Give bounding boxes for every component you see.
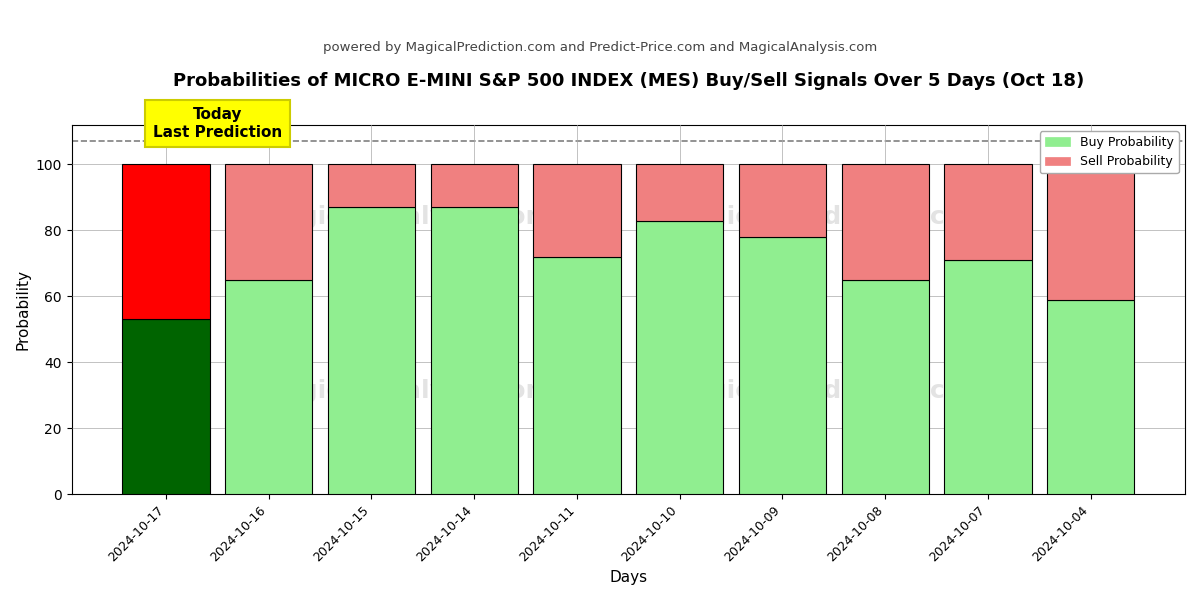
Bar xyxy=(533,257,620,494)
Text: MagicalPrediction.com: MagicalPrediction.com xyxy=(668,379,989,403)
Bar xyxy=(1048,299,1134,494)
Bar xyxy=(431,164,518,208)
Bar xyxy=(122,319,210,494)
Bar xyxy=(431,208,518,494)
Text: MagicalPrediction.com: MagicalPrediction.com xyxy=(668,205,989,229)
Bar xyxy=(226,164,312,280)
Bar xyxy=(1048,164,1134,299)
Text: MagicalAnalysis.com: MagicalAnalysis.com xyxy=(259,379,552,403)
Bar xyxy=(636,164,724,221)
Text: Today
Last Prediction: Today Last Prediction xyxy=(152,107,282,140)
Bar xyxy=(122,164,210,319)
Bar xyxy=(841,280,929,494)
Text: powered by MagicalPrediction.com and Predict-Price.com and MagicalAnalysis.com: powered by MagicalPrediction.com and Pre… xyxy=(323,41,877,54)
Legend: Buy Probability, Sell Probability: Buy Probability, Sell Probability xyxy=(1040,131,1178,173)
X-axis label: Days: Days xyxy=(610,570,647,585)
Bar xyxy=(944,164,1032,260)
Bar xyxy=(328,164,415,208)
Bar xyxy=(944,260,1032,494)
Bar xyxy=(841,164,929,280)
Bar xyxy=(533,164,620,257)
Bar xyxy=(226,280,312,494)
Y-axis label: Probability: Probability xyxy=(16,269,30,350)
Bar xyxy=(636,221,724,494)
Bar xyxy=(739,164,826,237)
Bar xyxy=(328,208,415,494)
Text: MagicalAnalysis.com: MagicalAnalysis.com xyxy=(259,205,552,229)
Title: Probabilities of MICRO E-MINI S&P 500 INDEX (MES) Buy/Sell Signals Over 5 Days (: Probabilities of MICRO E-MINI S&P 500 IN… xyxy=(173,72,1084,90)
Bar xyxy=(739,237,826,494)
